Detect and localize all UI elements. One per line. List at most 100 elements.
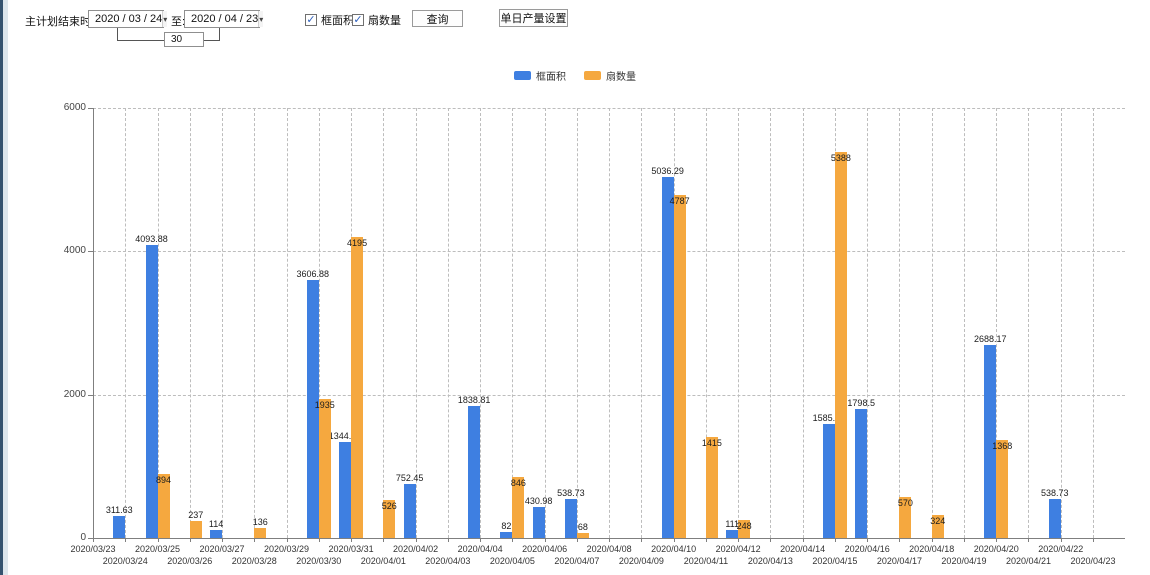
chart-bar-frame-area[interactable]: [564, 499, 577, 538]
grid-vline: [996, 108, 998, 538]
x-axis-label: 2020/03/29: [264, 544, 310, 554]
x-axis-label: 2020/04/23: [1070, 556, 1116, 566]
x-axis-label: 2020/04/21: [1005, 556, 1051, 566]
grid-vline: [576, 108, 578, 538]
chart-bar-frame-area[interactable]: [726, 530, 739, 538]
grid-vline: [1060, 108, 1062, 538]
chart-bar-frame-area[interactable]: [306, 280, 319, 538]
bar-value-label: 1585.96: [812, 413, 846, 423]
checkbox-checked-icon[interactable]: ✓: [305, 14, 317, 26]
bar-value-label: 136: [252, 517, 268, 527]
checkbox-fan-count[interactable]: ✓ 扇数量: [352, 12, 401, 28]
x-axis-label: 2020/04/11: [683, 556, 729, 566]
x-axis-label: 2020/03/26: [167, 556, 213, 566]
checkbox-frame-area-label: 框面积: [321, 15, 354, 27]
chart-bar-fan-count[interactable]: [738, 520, 751, 538]
chart-bar-fan-count[interactable]: [705, 437, 718, 538]
chart-bar-fan-count[interactable]: [383, 500, 396, 538]
date-from-value: 2020 / 03 / 24: [95, 13, 163, 25]
chart-bar-frame-area[interactable]: [661, 177, 674, 538]
chart-bar-fan-count[interactable]: [254, 528, 267, 538]
chart-bar-fan-count[interactable]: [512, 477, 525, 538]
span-days-input[interactable]: 30: [164, 32, 204, 47]
bar-value-label: 237: [188, 510, 204, 520]
chart-bar-frame-area[interactable]: [403, 484, 416, 538]
x-axis-label: 2020/04/22: [1038, 544, 1084, 554]
bar-value-label: 846: [510, 478, 526, 488]
chart-bar-frame-area[interactable]: [113, 516, 126, 538]
bracket-line: [204, 40, 220, 41]
y-axis-line: [93, 108, 94, 538]
x-axis-label: 2020/03/30: [296, 556, 342, 566]
x-axis-tick: [673, 538, 675, 542]
chart-bar-fan-count[interactable]: [834, 152, 847, 538]
bar-value-label: 4787: [669, 196, 690, 206]
x-axis-label: 2020/04/20: [973, 544, 1019, 554]
y-axis-label: 2000: [63, 388, 86, 400]
bar-value-label: 430.98: [524, 496, 553, 506]
daily-output-settings-button[interactable]: 单日产量设置: [499, 9, 568, 27]
date-to-value: 2020 / 04 / 23: [191, 13, 259, 25]
chevron-down-icon[interactable]: ▾: [258, 11, 264, 27]
chart-bar-frame-area[interactable]: [468, 406, 481, 538]
legend-item-frame-area[interactable]: 框面积: [514, 68, 566, 83]
bar-value-label: 1838.81: [457, 395, 491, 405]
chart-bar-fan-count[interactable]: [318, 399, 331, 538]
grid-vline: [705, 108, 707, 538]
x-axis-label: 2020/03/24: [102, 556, 148, 566]
bar-value-label: 248: [736, 521, 752, 531]
grid-hline: [93, 394, 1125, 396]
chart-bar-fan-count[interactable]: [996, 440, 1009, 538]
chart-bar-frame-area[interactable]: [855, 409, 868, 538]
chart-bar-fan-count[interactable]: [673, 195, 686, 538]
bar-value-label: 1935: [314, 400, 335, 410]
x-axis-tick: [1092, 538, 1094, 542]
bar-value-label: 2688.17: [973, 334, 1007, 344]
grid-vline: [802, 108, 804, 538]
chart-bar-fan-count[interactable]: [157, 474, 170, 538]
y-axis-label: 6000: [63, 102, 86, 113]
grid-vline: [641, 108, 643, 538]
chart-bar-frame-area[interactable]: [1048, 499, 1061, 538]
x-axis-line: [93, 538, 1125, 539]
window-edge-light: [3, 0, 8, 575]
grid-vline: [480, 108, 482, 538]
x-axis-tick: [834, 538, 836, 542]
chevron-down-icon[interactable]: ▾: [162, 11, 168, 27]
checkbox-frame-area[interactable]: ✓ 框面积: [305, 12, 354, 28]
chart-bar-frame-area[interactable]: [984, 345, 997, 538]
grid-vline: [222, 108, 224, 538]
bar-value-label: 82: [501, 521, 512, 531]
chart-bar-frame-area[interactable]: [145, 245, 158, 538]
x-axis-label: 2020/03/28: [231, 556, 277, 566]
x-axis-tick: [93, 538, 94, 542]
date-to-picker[interactable]: 2020 / 04 / 23 ▾: [184, 10, 264, 28]
chart-bar-frame-area[interactable]: [210, 530, 223, 538]
x-axis-label: 2020/04/05: [489, 556, 535, 566]
date-from-picker[interactable]: 2020 / 03 / 24 ▾: [88, 10, 168, 28]
chart-bar-frame-area[interactable]: [339, 442, 352, 538]
chart-bar-fan-count[interactable]: [351, 237, 364, 538]
x-axis-tick: [318, 538, 320, 542]
x-axis-tick: [512, 538, 514, 542]
bracket-line: [219, 28, 220, 40]
bar-value-label: 1415: [701, 438, 722, 448]
chart-bar-frame-area[interactable]: [532, 507, 545, 538]
checkbox-fan-count-label: 扇数量: [368, 15, 401, 27]
chart-bar-frame-area[interactable]: [500, 532, 513, 538]
legend-item-fan-count[interactable]: 扇数量: [584, 68, 636, 83]
chart-bar-fan-count[interactable]: [189, 521, 202, 538]
x-axis-label: 2020/04/03: [425, 556, 471, 566]
x-axis-label: 2020/04/15: [812, 556, 858, 566]
chart-bar-fan-count[interactable]: [931, 515, 944, 538]
x-axis-tick: [609, 538, 611, 542]
x-axis-tick: [157, 538, 159, 542]
bar-value-label: 68: [577, 522, 588, 532]
x-axis-label: 2020/04/04: [457, 544, 503, 554]
chart-bar-fan-count[interactable]: [576, 533, 589, 538]
chart-bar-fan-count[interactable]: [899, 497, 912, 538]
query-button[interactable]: 查询: [412, 10, 463, 27]
checkbox-checked-icon[interactable]: ✓: [352, 14, 364, 26]
x-axis-tick: [931, 538, 933, 542]
chart-bar-frame-area[interactable]: [822, 424, 835, 538]
